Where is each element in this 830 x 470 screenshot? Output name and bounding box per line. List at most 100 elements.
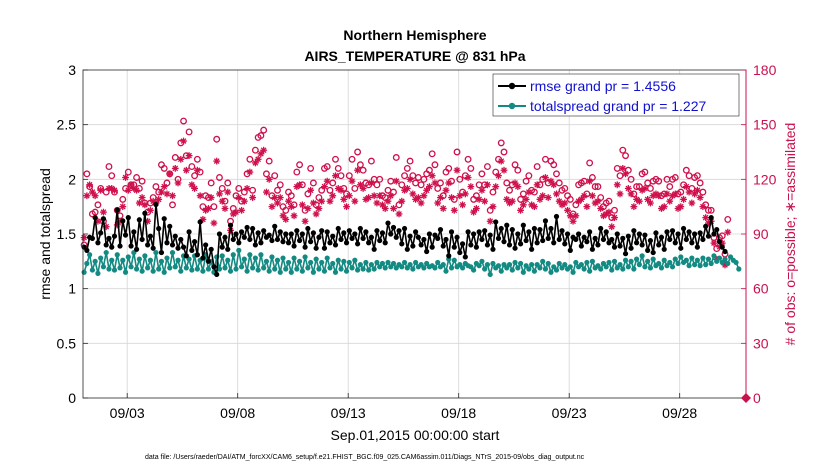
obs-possible-marker bbox=[348, 155, 356, 163]
rmse-point bbox=[103, 242, 109, 248]
obs-possible-marker bbox=[641, 168, 649, 176]
totalspread-point bbox=[310, 269, 316, 275]
obs-possible-marker bbox=[152, 183, 160, 191]
obs-possible-marker bbox=[390, 188, 397, 196]
totalspread-point bbox=[302, 254, 308, 260]
totalspread-point bbox=[125, 254, 131, 260]
totalspread-point bbox=[205, 266, 212, 272]
rmse-point bbox=[548, 225, 554, 232]
totalspread-point bbox=[645, 258, 651, 264]
obs-assimilated-marker bbox=[693, 186, 701, 194]
rmse-point bbox=[581, 234, 587, 240]
totalspread-point bbox=[603, 264, 609, 270]
obs-assimilated-marker bbox=[550, 181, 558, 189]
obs-assimilated-marker bbox=[309, 199, 317, 207]
totalspread-point bbox=[103, 249, 109, 256]
obs-assimilated-marker bbox=[160, 183, 168, 191]
obs-assimilated-marker bbox=[343, 203, 350, 211]
totalspread-point bbox=[252, 255, 258, 261]
rmse-point bbox=[584, 239, 590, 245]
rmse-point bbox=[512, 245, 518, 251]
totalspread-point bbox=[413, 259, 419, 266]
obs-assimilated-marker bbox=[365, 194, 373, 201]
obs-possible-marker bbox=[434, 184, 442, 192]
rmse-point bbox=[227, 222, 234, 228]
totalspread-point bbox=[316, 266, 322, 272]
y-axis-label-right: # of obs: o=possible; ∗=assimilated bbox=[782, 123, 798, 346]
obs-assimilated-marker bbox=[282, 216, 290, 223]
totalspread-point bbox=[509, 267, 515, 273]
rmse-point bbox=[133, 246, 140, 252]
obs-assimilated-marker bbox=[332, 172, 339, 180]
rmse-point bbox=[711, 231, 717, 237]
obs-possible-marker bbox=[425, 166, 433, 174]
totalspread-point bbox=[285, 259, 292, 266]
totalspread-point bbox=[669, 264, 676, 270]
y-tick-label: 2 bbox=[68, 171, 76, 187]
rmse-point bbox=[545, 235, 551, 241]
y2-tick-label: 90 bbox=[753, 226, 769, 242]
rmse-point bbox=[484, 242, 491, 248]
obs-possible-marker bbox=[188, 163, 196, 171]
obs-assimilated-marker bbox=[461, 190, 469, 198]
obs-assimilated-marker bbox=[699, 203, 707, 211]
totalspread-point bbox=[589, 258, 596, 264]
obs-assimilated-marker bbox=[472, 205, 480, 212]
totalspread-point bbox=[366, 267, 372, 273]
obs-assimilated-marker bbox=[450, 206, 458, 214]
totalspread-point bbox=[703, 262, 709, 268]
totalspread-point bbox=[683, 257, 689, 263]
obs-possible-marker bbox=[572, 201, 580, 209]
rmse-point bbox=[175, 245, 181, 251]
obs-assimilated-marker bbox=[177, 155, 185, 163]
y-tick-label: 1.5 bbox=[57, 226, 77, 242]
rmse-point bbox=[628, 245, 634, 251]
totalspread-point bbox=[487, 271, 493, 278]
totalspread-point bbox=[390, 260, 397, 267]
obs-assimilated-marker bbox=[166, 170, 174, 178]
totalspread-point bbox=[280, 255, 286, 261]
legend: rmse grand pr = 1.4556 totalspread grand… bbox=[492, 73, 740, 117]
totalspread-point bbox=[374, 259, 380, 266]
totalspread-point bbox=[482, 266, 488, 272]
rmse-point bbox=[540, 237, 546, 244]
obs-assimilated-marker bbox=[285, 197, 292, 205]
rmse-point bbox=[241, 234, 247, 240]
obs-assimilated-marker bbox=[547, 177, 555, 185]
rmse-point bbox=[379, 230, 386, 236]
obs-possible-marker bbox=[553, 170, 560, 178]
obs-assimilated-marker bbox=[193, 166, 201, 174]
footnote: data file: /Users/raeder/DAI/ATM_forcXX/… bbox=[145, 454, 585, 461]
obs-assimilated-marker bbox=[196, 192, 204, 200]
rmse-point bbox=[360, 235, 366, 241]
obs-possible-marker bbox=[274, 186, 281, 194]
totalspread-point bbox=[661, 257, 667, 263]
rmse-point bbox=[537, 227, 543, 233]
totalspread-point bbox=[639, 253, 645, 259]
rmse-point bbox=[393, 234, 399, 240]
totalspread-point bbox=[136, 256, 142, 262]
x-tick-label: 09/23 bbox=[552, 405, 587, 421]
rmse-point bbox=[531, 225, 537, 232]
obs-assimilated-marker bbox=[445, 179, 453, 187]
rmse-point bbox=[396, 228, 402, 234]
rmse-point bbox=[446, 253, 452, 259]
obs-possible-marker bbox=[271, 172, 279, 180]
rmse-point bbox=[482, 228, 488, 234]
rmse-point bbox=[390, 224, 397, 231]
obs-assimilated-marker bbox=[580, 192, 588, 200]
obs-possible-marker bbox=[91, 208, 99, 216]
obs-possible-marker bbox=[707, 206, 715, 214]
obs-possible-marker bbox=[550, 161, 558, 169]
obs-possible-marker bbox=[453, 148, 461, 156]
rmse-point bbox=[332, 242, 339, 248]
totalspread-point bbox=[471, 267, 477, 273]
y-tick-label: 0.5 bbox=[57, 335, 77, 351]
totalspread-point bbox=[238, 264, 245, 270]
totalspread-point bbox=[169, 249, 176, 256]
totalspread-point bbox=[150, 268, 156, 274]
rmse-point bbox=[686, 229, 692, 235]
obs-possible-marker bbox=[376, 175, 384, 183]
rmse-point bbox=[600, 236, 607, 243]
totalspread-point bbox=[401, 259, 408, 266]
